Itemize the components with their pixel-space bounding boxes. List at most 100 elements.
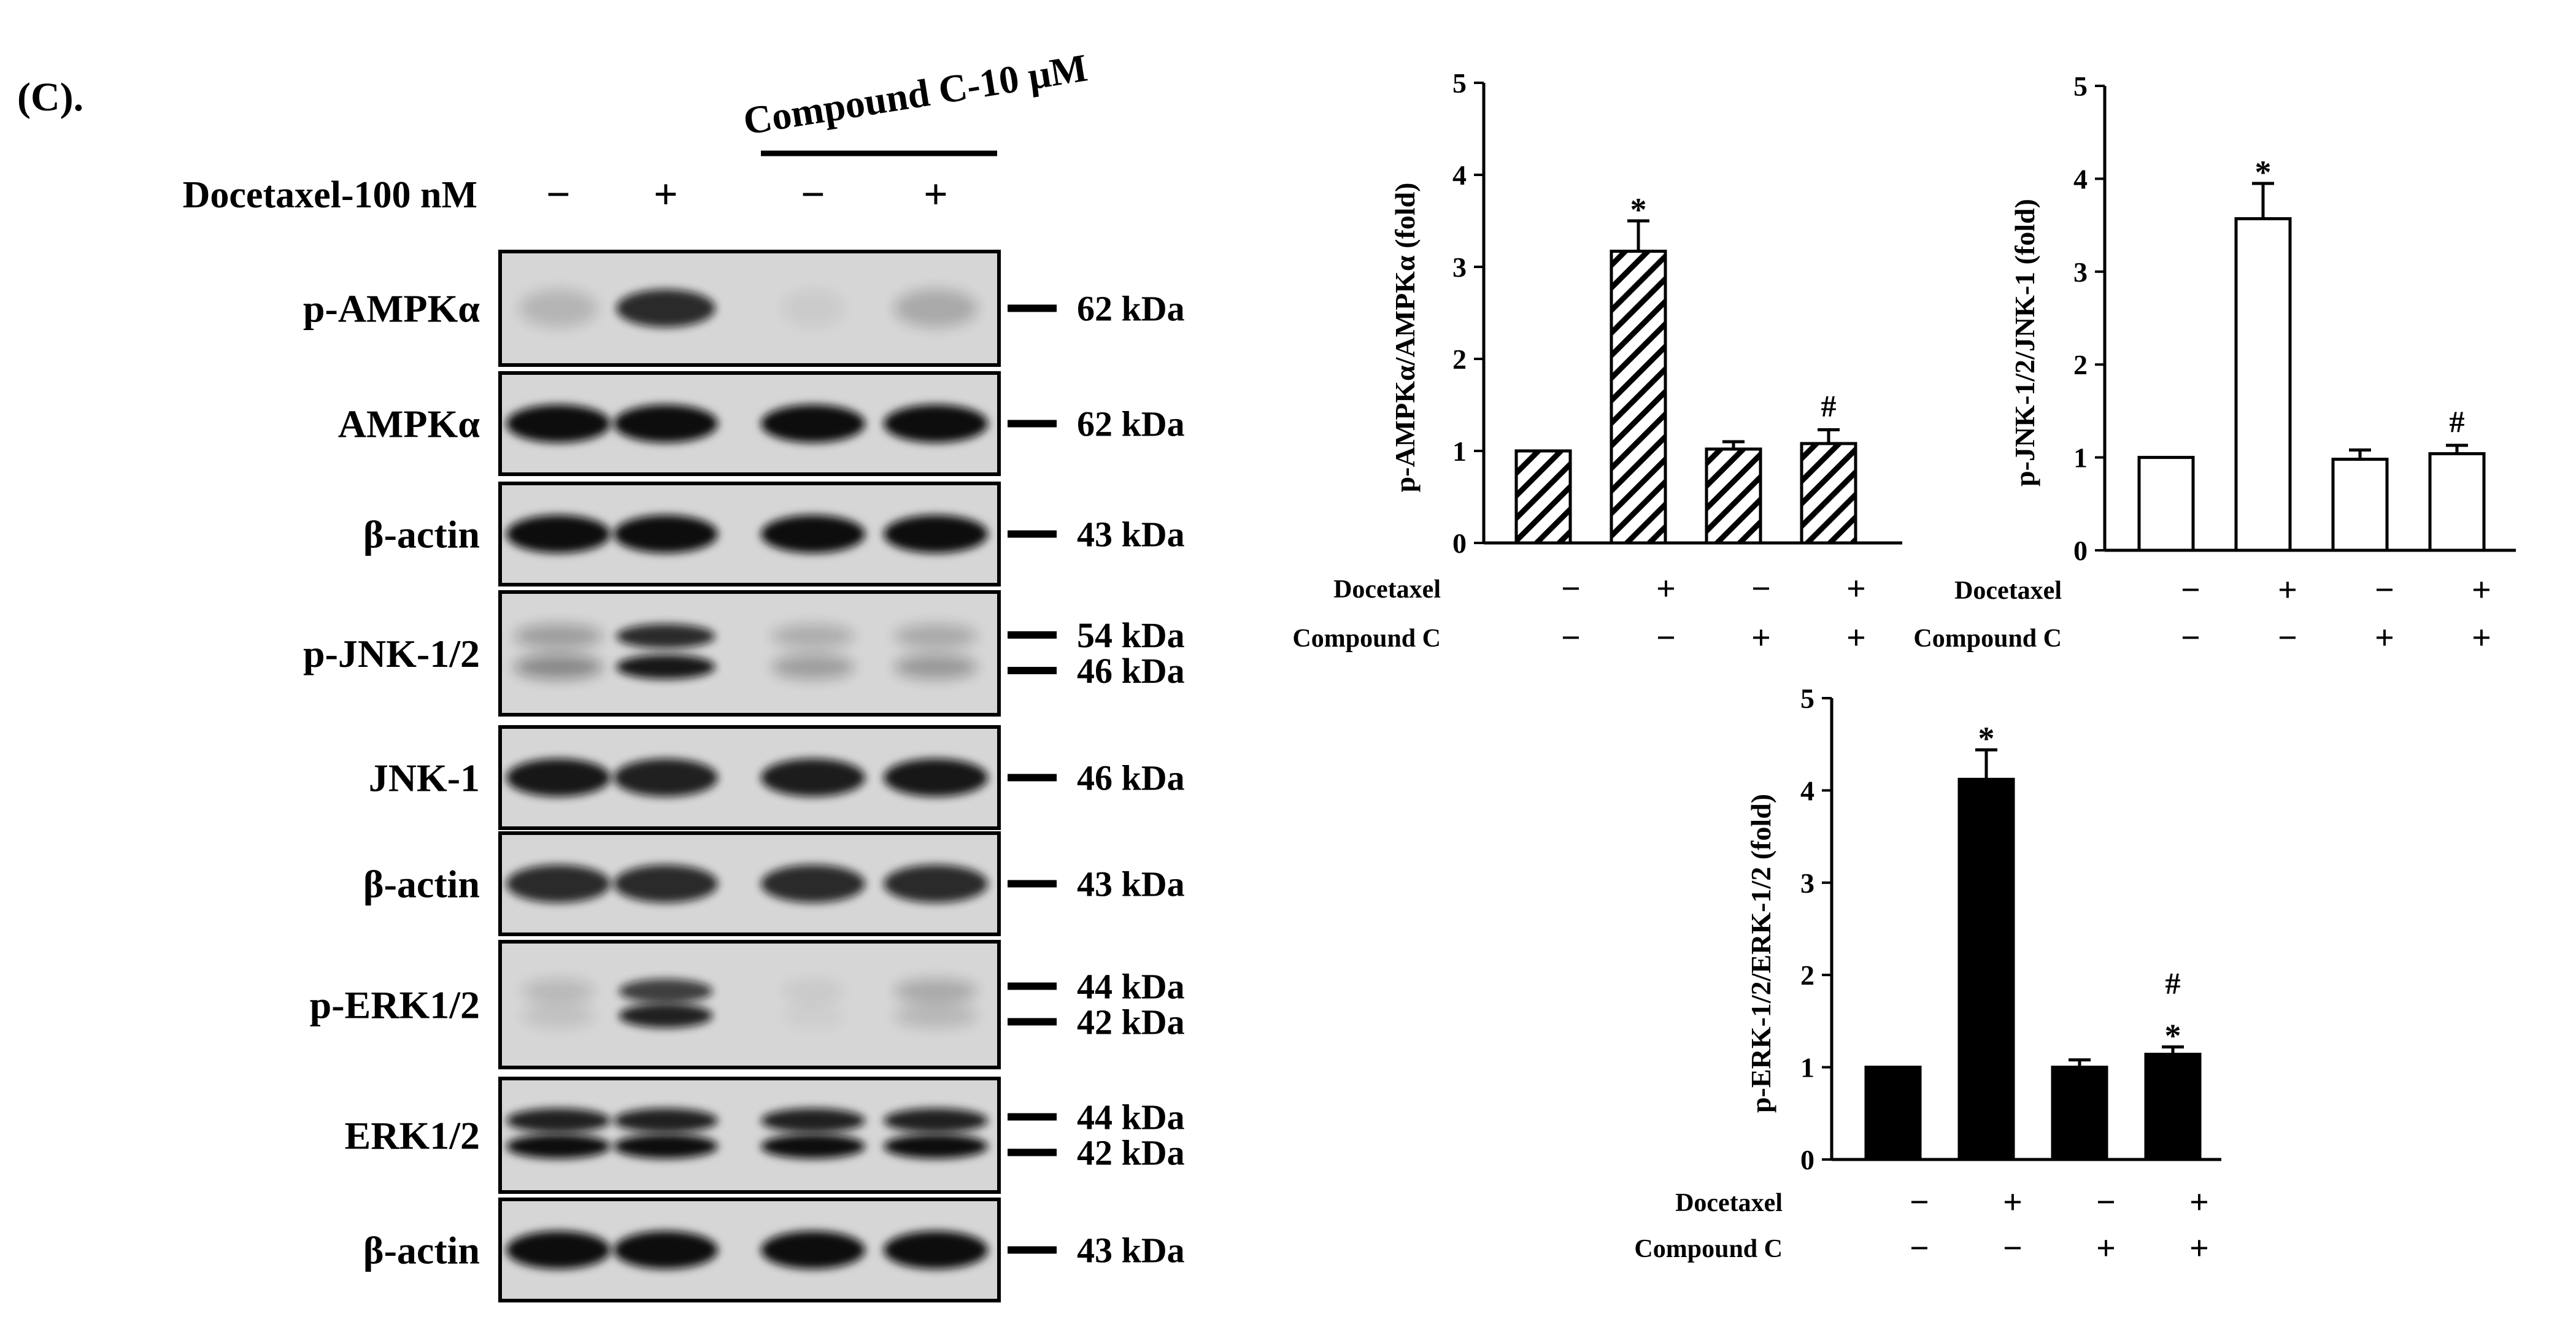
condition-sign: + <box>1846 570 1866 608</box>
y-tick-label: 3 <box>1800 867 1814 899</box>
protein-band <box>894 979 978 1004</box>
blot-row-label: β-actin <box>363 1229 480 1272</box>
significance-mark: * <box>2255 154 2272 191</box>
y-tick-label: 4 <box>1800 775 1814 806</box>
protein-band <box>884 1231 988 1269</box>
y-tick-label: 5 <box>2073 71 2088 102</box>
y-tick-label: 0 <box>1452 528 1467 559</box>
protein-band <box>614 1231 718 1269</box>
protein-band <box>514 624 603 648</box>
blot-row: β-actin 43 kDa <box>363 482 1185 586</box>
condition-sign: + <box>2096 1229 2116 1267</box>
blot-row-label: p-ERK1/2 <box>310 983 480 1027</box>
bar <box>2144 1053 2202 1161</box>
protein-band <box>894 655 978 679</box>
condition-sign: + <box>2189 1183 2209 1221</box>
condition-label: Compound C <box>1292 625 1441 653</box>
bar <box>1705 447 1762 545</box>
blot-row-label: β-actin <box>363 863 480 906</box>
size-marker-label: 44 kDa <box>1077 967 1185 1007</box>
protein-band <box>761 1108 865 1133</box>
condition-sign: + <box>2472 619 2491 657</box>
protein-band <box>761 864 865 903</box>
blot-row: AMPKα 62 kDa <box>338 371 1185 476</box>
protein-band <box>884 404 988 443</box>
significance-mark: * <box>1630 191 1647 228</box>
protein-band <box>614 758 718 797</box>
condition-sign: − <box>2181 571 2200 609</box>
bar <box>2331 458 2389 552</box>
protein-band <box>782 1003 844 1028</box>
protein-band <box>761 758 865 797</box>
bar <box>1957 777 2015 1161</box>
condition-sign: − <box>1656 619 1676 657</box>
docetaxel-treatment-label: Docetaxel-100 nM <box>183 174 477 216</box>
protein-band <box>614 1134 718 1159</box>
condition-sign: − <box>2003 1229 2023 1267</box>
size-marker-label: 43 kDa <box>1077 515 1185 555</box>
blot-row-label: ERK1/2 <box>345 1114 480 1158</box>
condition-sign: − <box>1561 570 1581 608</box>
blot-row-label: p-JNK-1/2 <box>303 632 480 675</box>
size-marker-label: 54 kDa <box>1077 615 1185 655</box>
condition-label: Docetaxel <box>1675 1189 1783 1217</box>
condition-sign: − <box>1561 619 1581 657</box>
size-marker-label: 46 kDa <box>1077 758 1185 798</box>
protein-band <box>614 515 718 553</box>
protein-band <box>894 1003 978 1028</box>
protein-band <box>506 758 611 797</box>
chart-p-erk: 0 1 2 3 4 5 p-ERK-1/2/ERK-1/2 (fold) * * # Docetax… <box>1634 683 2221 1267</box>
y-tick-label: 2 <box>1452 344 1467 375</box>
protein-band <box>519 289 598 328</box>
protein-band <box>506 515 611 553</box>
protein-band <box>614 1108 718 1133</box>
protein-band <box>616 655 715 679</box>
chart-p-ampk: 0 1 2 3 4 5 p-AMPKα/AMPKα (fold) * # Docetaxel − + −… <box>1292 67 1902 657</box>
protein-band <box>619 979 713 1004</box>
blot-row-label: AMPKα <box>338 402 480 446</box>
condition-label: Compound C <box>1913 625 2062 653</box>
docetaxel-sign: − <box>801 171 825 218</box>
western-blot-panels: p-AMPKα 62 kDa AMPKα 62 kDa β-actin 43 kDa p-J… <box>303 250 1185 1302</box>
size-marker-label: 62 kDa <box>1077 404 1185 444</box>
condition-sign: + <box>2189 1229 2209 1267</box>
condition-sign: − <box>2278 619 2297 657</box>
condition-sign: + <box>2278 571 2297 609</box>
docetaxel-sign: + <box>924 171 948 218</box>
bar <box>1864 1066 1922 1161</box>
significance-mark: # <box>1821 389 1837 423</box>
bar <box>1800 442 1857 545</box>
size-marker-label: 42 kDa <box>1077 1002 1185 1042</box>
condition-label: Docetaxel <box>1333 575 1441 604</box>
bar <box>2234 217 2292 552</box>
blot-row: JNK-1 46 kDa <box>369 725 1185 830</box>
bar <box>1514 449 1572 545</box>
docetaxel-sign: + <box>654 171 678 218</box>
size-marker-label: 43 kDa <box>1077 1231 1185 1271</box>
bar <box>2137 456 2195 552</box>
protein-band <box>771 624 855 648</box>
protein-band <box>506 1108 611 1133</box>
protein-band <box>506 1134 611 1159</box>
protein-band <box>884 1134 988 1159</box>
protein-band <box>506 1231 611 1269</box>
significance-mark: * <box>2165 1018 2181 1055</box>
significance-mark: # <box>2165 966 2181 1001</box>
significance-mark: # <box>2450 404 2465 439</box>
condition-sign: + <box>1846 619 1866 657</box>
condition-sign: + <box>1751 619 1771 657</box>
condition-label: Compound C <box>1634 1235 1783 1263</box>
protein-band <box>506 864 611 903</box>
protein-band <box>619 1003 713 1028</box>
protein-band <box>761 1134 865 1159</box>
protein-band <box>761 404 865 443</box>
protein-band <box>782 289 844 328</box>
blot-row: p-AMPKα 62 kDa <box>303 250 1185 367</box>
size-marker-label: 42 kDa <box>1077 1133 1185 1173</box>
bar <box>2051 1066 2108 1161</box>
protein-band <box>761 515 865 553</box>
y-tick-label: 1 <box>1452 436 1467 467</box>
y-tick-label: 3 <box>1452 252 1467 283</box>
